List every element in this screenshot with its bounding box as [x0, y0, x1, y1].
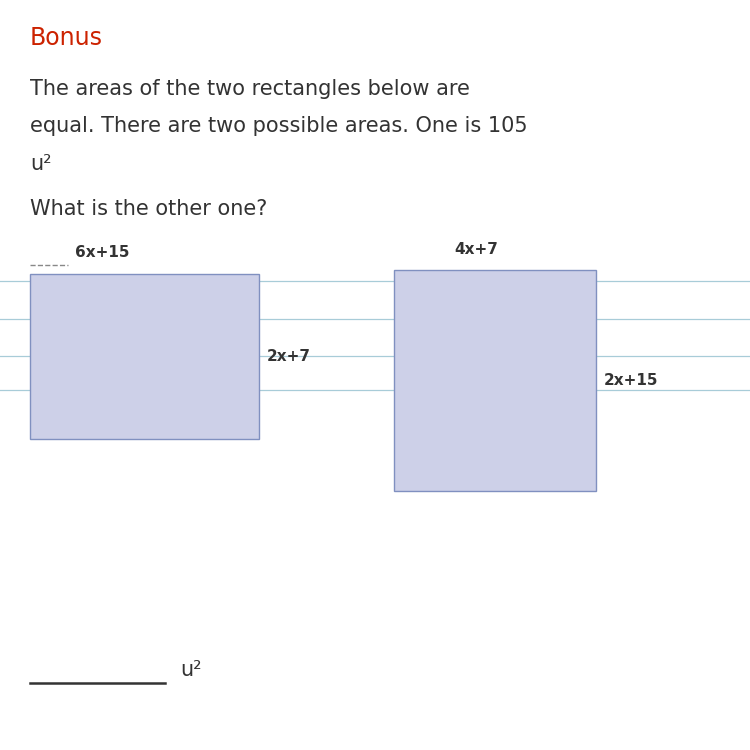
Text: The areas of the two rectangles below are: The areas of the two rectangles below ar… [30, 79, 470, 99]
Text: What is the other one?: What is the other one? [30, 199, 267, 219]
Text: 6x+15: 6x+15 [75, 245, 130, 260]
Text: 2x+7: 2x+7 [266, 349, 310, 364]
Text: 4x+7: 4x+7 [454, 242, 498, 256]
Text: equal. There are two possible areas. One is 105: equal. There are two possible areas. One… [30, 116, 528, 136]
Bar [394, 270, 596, 491]
Bar [30, 274, 259, 439]
Text: u²: u² [180, 660, 202, 680]
Text: 2x+15: 2x+15 [604, 374, 658, 388]
Text: u²: u² [30, 154, 52, 174]
Text: Bonus: Bonus [30, 26, 103, 50]
